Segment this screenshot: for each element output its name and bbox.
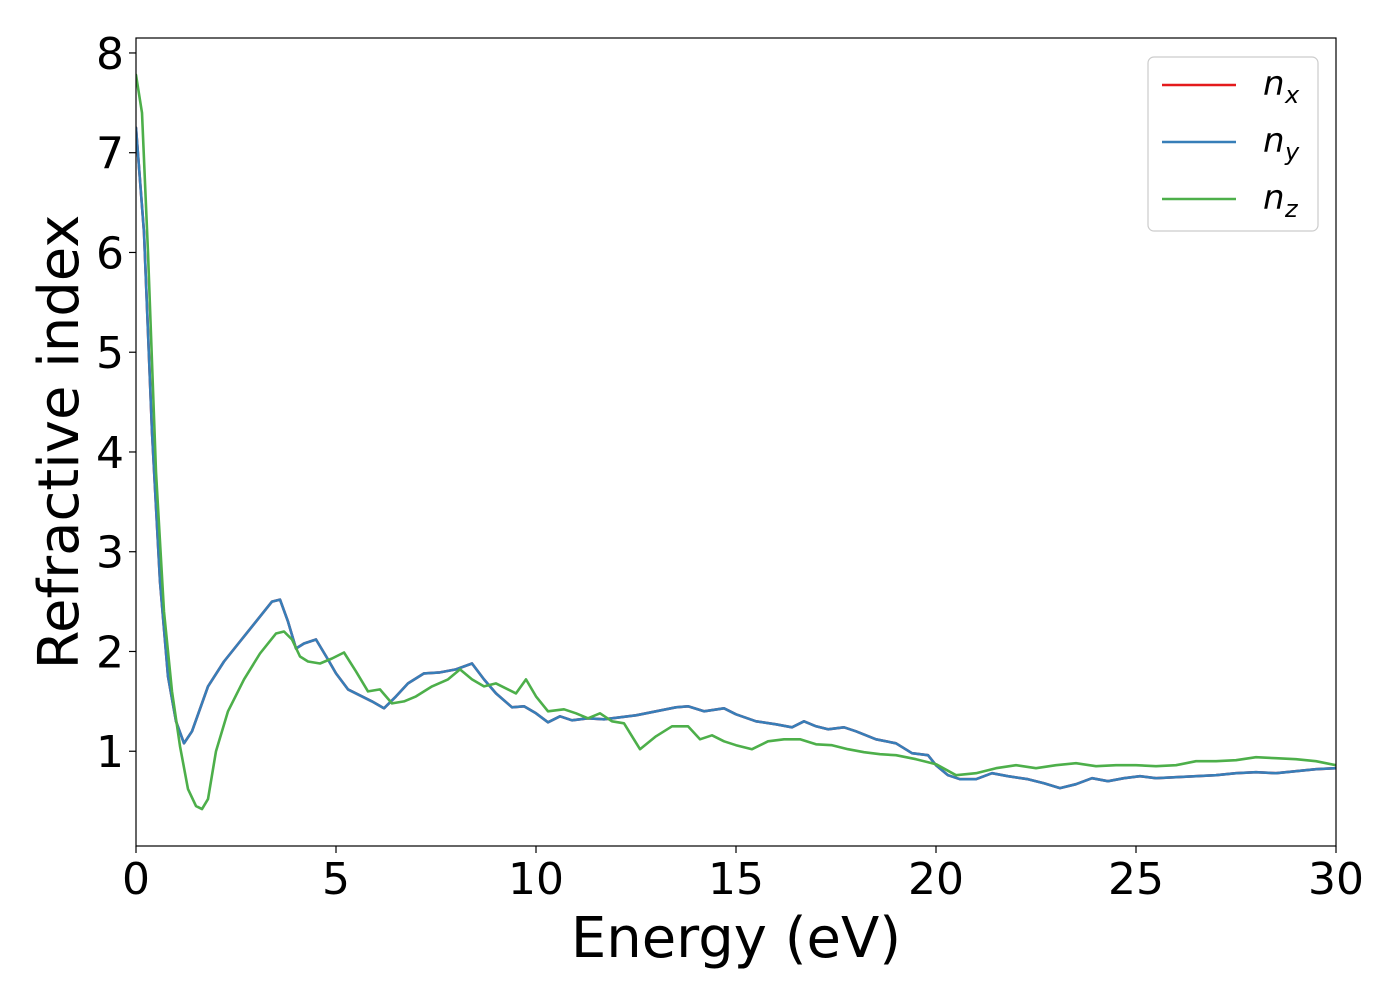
legend-label-x: n <box>1263 64 1285 104</box>
y-tick-label: 5 <box>96 328 124 379</box>
series-line-y <box>136 126 1336 790</box>
legend: n xn yn z <box>1147 56 1319 232</box>
x-tick-label: 20 <box>908 854 964 905</box>
y-tick-label: 8 <box>96 29 124 80</box>
y-tick-label: 3 <box>96 528 124 579</box>
series-line-z <box>136 73 1336 811</box>
y-tick-label: 2 <box>96 627 124 678</box>
legend-subscript-x: x <box>1284 81 1300 109</box>
x-tick-label: 15 <box>708 854 764 905</box>
x-tick-label: 10 <box>508 854 564 905</box>
legend-label-y: n <box>1263 121 1285 161</box>
x-tick-label: 0 <box>122 854 150 905</box>
legend-label-z: n <box>1263 178 1285 218</box>
y-tick-label: 1 <box>96 727 124 778</box>
legend-subscript-z: z <box>1284 195 1299 223</box>
y-tick-label: 7 <box>96 129 124 180</box>
x-axis: 0 5 10 15 20 25 30 <box>122 846 1364 905</box>
plot-background <box>136 38 1336 846</box>
y-axis: 1 2 3 4 5 6 7 8 <box>96 29 136 778</box>
y-axis-label: Refractive index <box>27 215 92 670</box>
legend-box <box>1147 56 1319 232</box>
x-axis-label: Energy (eV) <box>571 906 901 971</box>
series-layer <box>136 73 1336 811</box>
y-tick-label: 4 <box>96 428 124 479</box>
y-tick-label: 6 <box>96 228 124 279</box>
legend-subscript-y: y <box>1284 138 1300 166</box>
x-tick-label: 30 <box>1308 854 1364 905</box>
x-tick-label: 5 <box>322 854 350 905</box>
x-tick-label: 25 <box>1108 854 1164 905</box>
